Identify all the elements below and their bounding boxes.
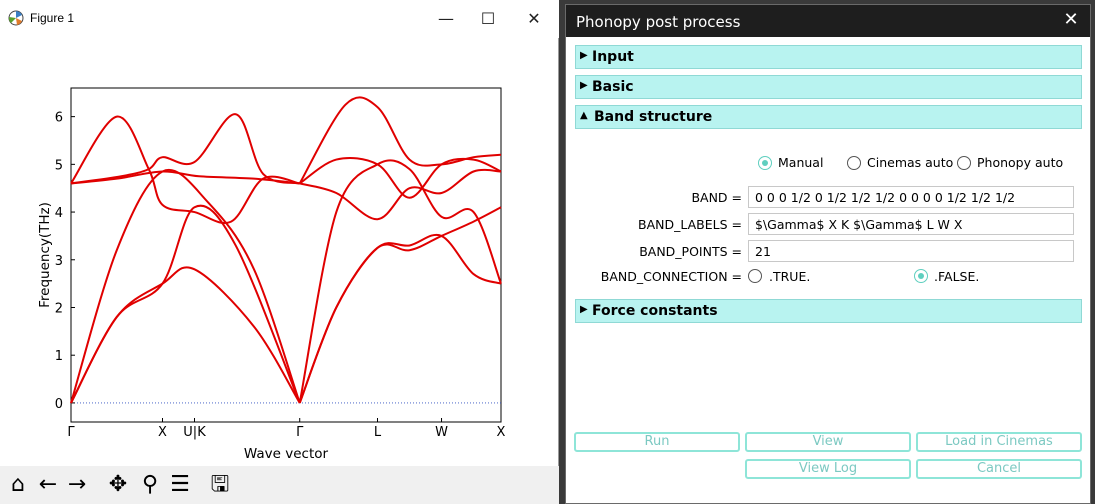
- section-basic[interactable]: ▶ Basic: [575, 75, 1082, 99]
- radio-band-connection-true-label: .TRUE.: [769, 269, 811, 284]
- matplotlib-logo-icon: [8, 10, 24, 26]
- radio-band-connection-false[interactable]: [914, 269, 928, 283]
- band-line-4: [70, 113, 300, 185]
- band-line-8: [298, 159, 502, 404]
- figure-titlebar[interactable]: Figure 1 — ☐ ✕: [0, 0, 559, 38]
- band-line-5: [70, 170, 300, 185]
- zoom-icon[interactable]: ⚲: [141, 472, 159, 497]
- expand-triangle-icon: ▶: [580, 304, 588, 315]
- figure-toolbar: ⌂ ← → ✥ ⚲ ☰ 🖫: [0, 466, 559, 504]
- section-band-structure-label: Band structure: [594, 109, 713, 125]
- pan-icon[interactable]: ✥: [108, 472, 128, 497]
- y-axis-label: Frequency(THz): [37, 202, 53, 308]
- dialog-close-button[interactable]: ✕: [1063, 9, 1079, 30]
- y-tick-label: 2: [55, 301, 63, 316]
- dialog-title: Phonopy post process: [576, 13, 741, 31]
- section-input-label: Input: [592, 49, 634, 65]
- radio-cinemas-auto[interactable]: [847, 156, 861, 170]
- section-force-constants-label: Force constants: [592, 303, 718, 319]
- x-tick-label: L: [374, 425, 382, 440]
- x-axis-label: Wave vector: [244, 446, 329, 462]
- band-line-3: [70, 115, 300, 224]
- dialog-titlebar[interactable]: Phonopy post process ✕: [566, 5, 1090, 37]
- view-log-button[interactable]: View Log: [745, 459, 911, 479]
- configure-subplots-icon[interactable]: ☰: [170, 472, 190, 497]
- y-tick-label: 6: [55, 111, 63, 126]
- x-tick-label: X: [497, 425, 506, 440]
- band-input[interactable]: 0 0 0 1/2 0 1/2 1/2 1/2 0 0 0 0 1/2 1/2 …: [748, 186, 1074, 208]
- y-tick-label: 3: [55, 254, 63, 269]
- x-tick-label: W: [435, 425, 448, 440]
- section-force-constants[interactable]: ▶ Force constants: [575, 299, 1082, 323]
- y-tick-label: 1: [55, 349, 63, 364]
- x-tick-label: X: [158, 425, 167, 440]
- section-band-structure[interactable]: ▲ Band structure: [575, 105, 1082, 129]
- minimize-button[interactable]: —: [438, 9, 454, 28]
- band-line-7: [298, 206, 502, 404]
- home-icon[interactable]: ⌂: [11, 472, 25, 497]
- collapse-triangle-icon: ▲: [580, 110, 588, 121]
- cancel-button[interactable]: Cancel: [916, 459, 1082, 479]
- radio-band-connection-true[interactable]: [748, 269, 762, 283]
- figure-window: Figure 1 — ☐ ✕ 0 1 2 3 4 5 6 Γ X U|K Γ L W X Wave vect…: [0, 0, 559, 504]
- close-button[interactable]: ✕: [527, 9, 541, 28]
- x-tick-label: Γ: [67, 425, 75, 440]
- band-structure-plot[interactable]: 0 1 2 3 4 5 6 Γ X U|K Γ L W X Wave vector Frequency(THz…: [0, 38, 559, 466]
- band-line-1: [70, 204, 301, 404]
- band-line-6: [298, 233, 502, 404]
- load-in-cinemas-button[interactable]: Load in Cinemas: [916, 432, 1082, 452]
- view-button[interactable]: View: [745, 432, 911, 452]
- maximize-button[interactable]: ☐: [480, 9, 496, 28]
- band-points-input[interactable]: 21: [748, 240, 1074, 262]
- phonopy-dialog: Phonopy post process ✕ ▶ Input ▶ Basic ▲…: [565, 4, 1091, 504]
- section-basic-label: Basic: [592, 79, 634, 95]
- y-tick-label: 0: [55, 397, 63, 412]
- radio-manual[interactable]: [758, 156, 772, 170]
- y-tick-label: 5: [55, 158, 63, 173]
- x-tick-label: U|K: [183, 425, 206, 440]
- radio-band-connection-false-label: .FALSE.: [934, 269, 980, 284]
- axes-frame: [70, 87, 502, 423]
- band-line-2: [70, 168, 301, 404]
- band-line-10: [299, 157, 502, 199]
- radio-cinemas-auto-label: Cinemas auto: [867, 155, 954, 170]
- band-connection-label: BAND_CONNECTION =: [600, 269, 742, 284]
- y-tick-label: 4: [55, 206, 63, 221]
- save-icon[interactable]: 🖫: [210, 472, 230, 497]
- radio-manual-label: Manual: [778, 155, 824, 170]
- expand-triangle-icon: ▶: [580, 80, 588, 91]
- band-line-11: [298, 96, 502, 184]
- forward-arrow-icon[interactable]: →: [67, 472, 87, 497]
- run-button[interactable]: Run: [574, 432, 740, 452]
- section-input[interactable]: ▶ Input: [575, 45, 1082, 69]
- back-arrow-icon[interactable]: ←: [38, 472, 58, 497]
- radio-phonopy-auto[interactable]: [957, 156, 971, 170]
- figure-title: Figure 1: [30, 11, 75, 25]
- x-tick-label: Γ: [296, 425, 304, 440]
- band-line-9: [299, 168, 502, 221]
- band-label: BAND =: [691, 190, 742, 205]
- band-points-label: BAND_POINTS =: [639, 244, 742, 259]
- radio-phonopy-auto-label: Phonopy auto: [977, 155, 1064, 170]
- band-labels-input[interactable]: $\Gamma$ X K $\Gamma$ L W X: [748, 213, 1074, 235]
- expand-triangle-icon: ▶: [580, 50, 588, 61]
- band-labels-label: BAND_LABELS =: [638, 217, 742, 232]
